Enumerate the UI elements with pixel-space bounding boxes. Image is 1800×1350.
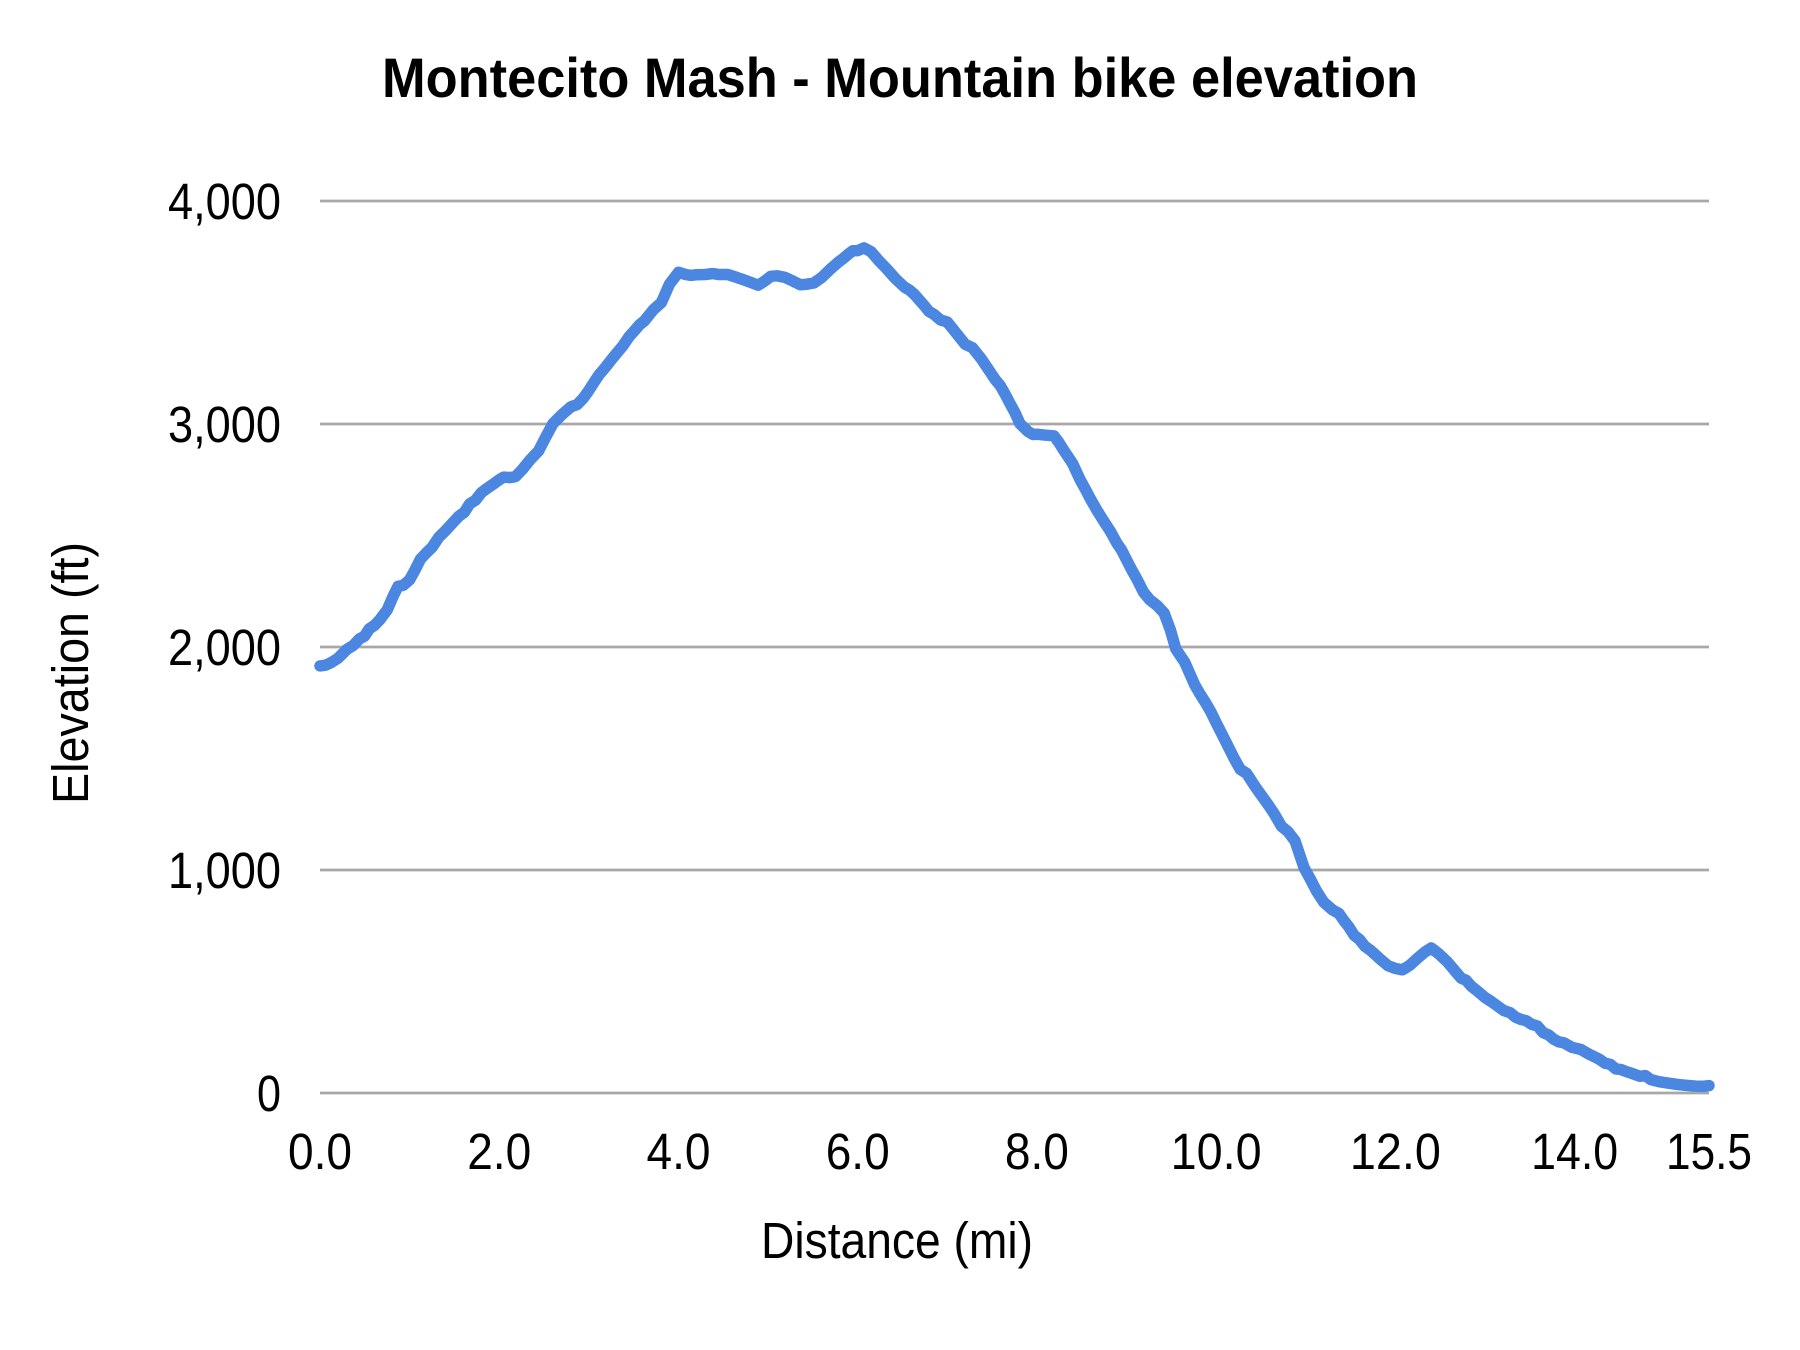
svg-text:1,000: 1,000 bbox=[168, 842, 281, 899]
svg-text:15.5: 15.5 bbox=[1666, 1123, 1752, 1180]
svg-text:0: 0 bbox=[257, 1065, 281, 1122]
svg-text:6.0: 6.0 bbox=[826, 1123, 890, 1180]
svg-text:4,000: 4,000 bbox=[168, 173, 281, 230]
svg-text:14.0: 14.0 bbox=[1531, 1123, 1618, 1180]
svg-text:2.0: 2.0 bbox=[467, 1123, 531, 1180]
svg-text:3,000: 3,000 bbox=[168, 396, 281, 453]
svg-text:10.0: 10.0 bbox=[1171, 1123, 1262, 1180]
svg-text:0.0: 0.0 bbox=[288, 1123, 352, 1180]
svg-text:4.0: 4.0 bbox=[647, 1123, 711, 1180]
svg-text:Distance (mi): Distance (mi) bbox=[761, 1212, 1033, 1269]
svg-text:8.0: 8.0 bbox=[1005, 1123, 1069, 1180]
svg-text:Montecito Mash - Mountain bike: Montecito Mash - Mountain bike elevation bbox=[382, 46, 1418, 109]
svg-text:12.0: 12.0 bbox=[1350, 1123, 1441, 1180]
svg-text:2,000: 2,000 bbox=[168, 619, 281, 676]
svg-text:Elevation (ft): Elevation (ft) bbox=[42, 542, 99, 804]
